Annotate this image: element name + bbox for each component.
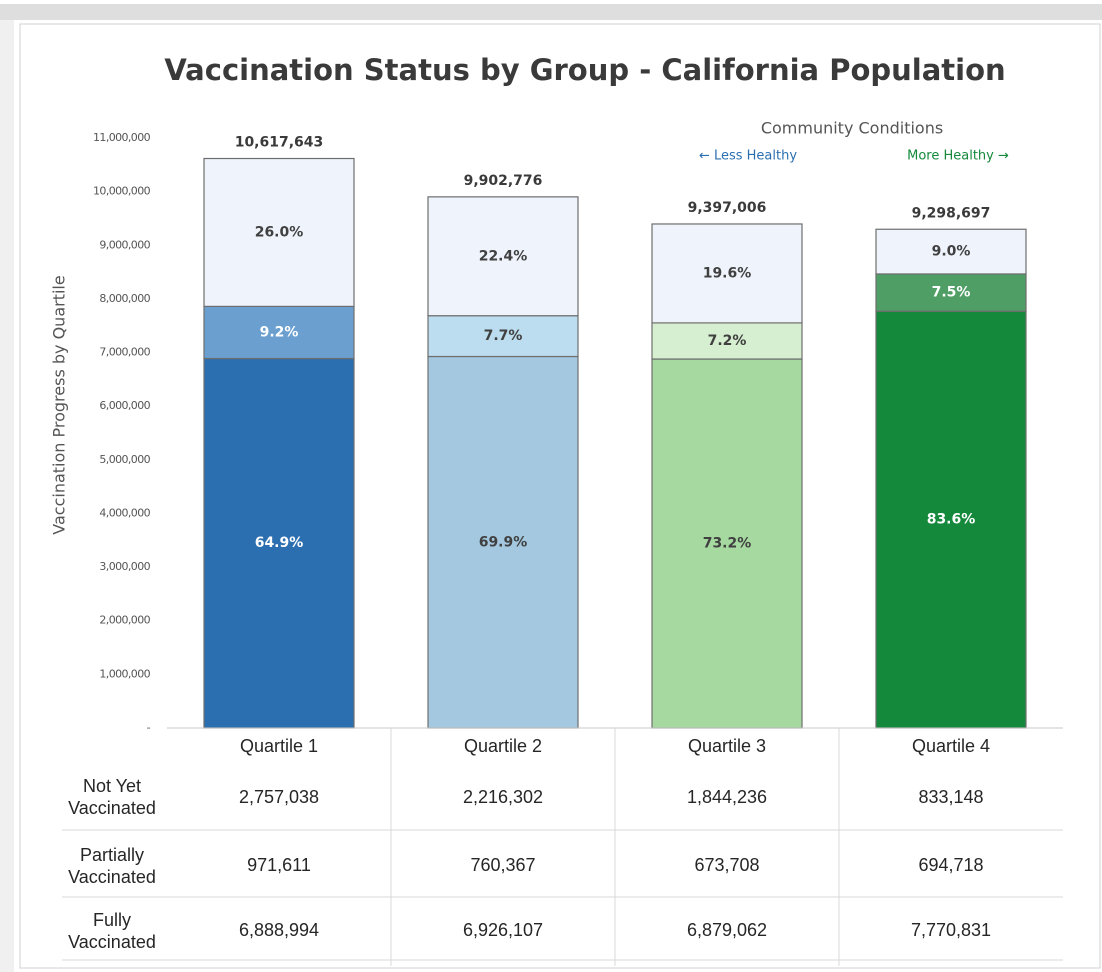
y-tick-label: 8,000,000 (99, 292, 150, 305)
total-label: 9,397,006 (688, 200, 767, 216)
annotation: ← Less Healthy (699, 149, 797, 164)
total-label: 9,902,776 (464, 173, 543, 189)
data-label: 9.2% (260, 324, 299, 340)
row-header: Not Yet Vaccinated (68, 776, 156, 818)
bar-segment (427, 196, 579, 317)
data-label: 7.7% (484, 328, 523, 344)
table-cell: 6,888,994 (238, 920, 320, 940)
y-tick-label: 5,000,000 (99, 453, 150, 466)
frame-left (0, 20, 14, 972)
table-cell: 2,216,302 (462, 786, 544, 807)
table-cell: 760,367 (470, 855, 536, 875)
y-tick-label: - (147, 721, 151, 734)
table-cell: 6,879,062 (686, 920, 768, 940)
table-cell: 2,757,038 (238, 786, 320, 807)
data-label: 22.4% (479, 248, 528, 264)
table-cell: 6,926,107 (462, 920, 544, 940)
frame-top (0, 4, 1102, 20)
row-header: Partially Vaccinated (68, 844, 156, 887)
table-cell: 971,611 (247, 855, 311, 875)
bar-segment (875, 273, 1027, 312)
data-label: 19.6% (703, 265, 752, 281)
table-cell: 7,770,831 (910, 920, 992, 940)
total-label: 10,617,643 (235, 135, 324, 151)
data-label: 64.9% (255, 535, 304, 551)
table-cell: 833,148 (918, 786, 984, 807)
column-header: Quartile 1 (239, 735, 319, 756)
bar-segment (651, 358, 803, 729)
y-tick-label: 2,000,000 (99, 614, 150, 627)
data-label: 73.2% (703, 536, 752, 552)
bar-segment (651, 223, 803, 324)
bar-segment (203, 305, 355, 360)
y-tick-label: 10,000,000 (93, 185, 151, 198)
row-header: Fully Vaccinated (68, 909, 156, 952)
chart-title: Vaccination Status by Group - California… (164, 53, 1005, 87)
y-tick-label: 6,000,000 (99, 399, 150, 412)
y-tick-label: 9,000,000 (99, 238, 150, 251)
annotation: Community Conditions (761, 119, 943, 138)
column-header: Quartile 2 (463, 735, 543, 756)
bar-segment (203, 157, 355, 307)
data-label: 83.6% (927, 512, 976, 528)
bar-segment (875, 310, 1027, 729)
bar-segment (651, 322, 803, 360)
bar-segment (203, 357, 355, 729)
y-tick-label: 3,000,000 (99, 560, 150, 573)
total-label: 9,298,697 (912, 205, 991, 221)
table-cell: 694,718 (918, 855, 984, 875)
data-label: 26.0% (255, 224, 304, 240)
bar-segment (875, 228, 1027, 275)
y-tick-label: 11,000,000 (93, 131, 151, 144)
annotation: More Healthy → (907, 149, 1009, 164)
y-tick-label: 1,000,000 (99, 667, 150, 680)
data-label: 7.2% (708, 333, 747, 349)
column-header: Quartile 4 (911, 735, 991, 756)
bar-segment (427, 315, 579, 358)
data-label: 69.9% (479, 534, 528, 550)
table-cell: 673,708 (694, 855, 760, 875)
data-label: 7.5% (932, 285, 971, 301)
y-tick-label: 4,000,000 (99, 506, 150, 519)
table-cell: 1,844,236 (686, 786, 768, 807)
bar-segment (427, 355, 579, 729)
data-label: 9.0% (932, 244, 971, 260)
y-tick-label: 7,000,000 (99, 346, 150, 359)
column-header: Quartile 3 (687, 735, 767, 756)
y-axis-label: Vaccination Progress by Quartile (50, 275, 69, 534)
